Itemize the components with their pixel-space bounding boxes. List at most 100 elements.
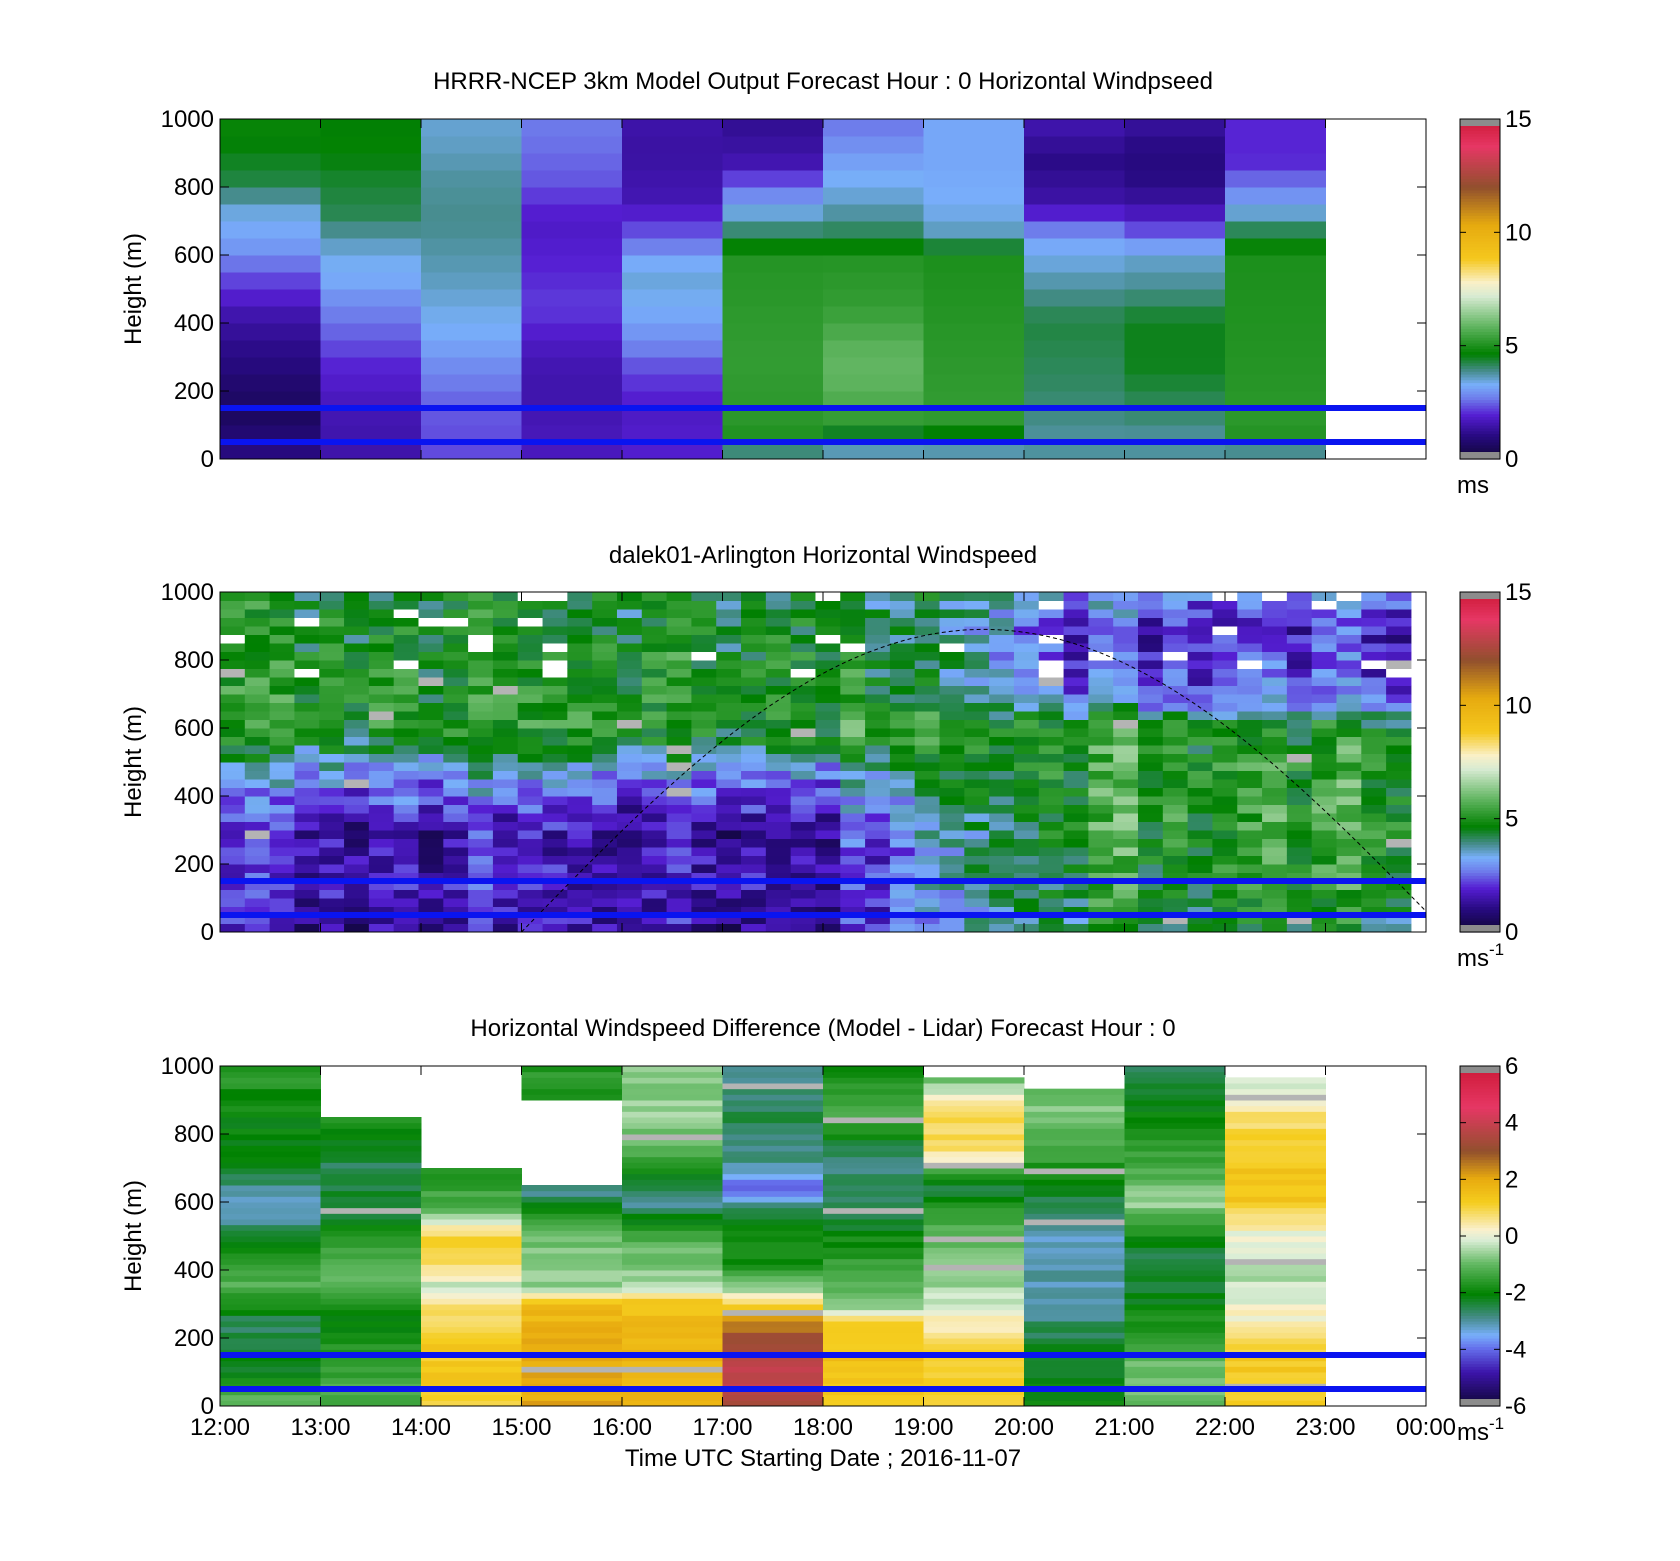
heatmap-cell [622, 1298, 723, 1305]
heatmap-cell [443, 787, 469, 797]
heatmap-cell [1113, 617, 1139, 627]
heatmap-cell [592, 813, 618, 822]
heatmap-cell [722, 1355, 824, 1362]
colorbar-segment [1460, 1080, 1500, 1084]
heatmap-cell [641, 872, 668, 882]
heatmap-cell [468, 906, 494, 916]
colorbar-segment [1460, 342, 1500, 347]
heatmap-cell [1138, 813, 1164, 822]
heatmap-cell [344, 651, 370, 661]
heatmap-cell [1286, 719, 1313, 729]
heatmap-cell [320, 221, 422, 239]
colorbar-segment [1460, 371, 1500, 375]
heatmap-cell [1138, 864, 1164, 873]
heatmap-cell [716, 898, 742, 907]
heatmap-cell [517, 753, 544, 763]
heatmap-cell [666, 847, 692, 856]
heatmap-cell [823, 1343, 924, 1350]
heatmap-cell [492, 685, 519, 695]
heatmap-cell [521, 408, 623, 426]
heatmap-cell [468, 804, 494, 814]
heatmap-cell [1361, 915, 1387, 924]
heatmap-cell [1336, 685, 1362, 695]
colorbar-segment [1460, 263, 1500, 267]
heatmap-cell [741, 864, 767, 873]
heatmap-cell [1063, 643, 1089, 652]
heatmap-cell [914, 719, 941, 729]
heatmap-cell [344, 923, 370, 933]
colorbar-segment [1460, 238, 1500, 242]
heatmap-cell [815, 592, 841, 601]
colorbar-segment [1460, 1340, 1500, 1345]
heatmap-cell [269, 668, 295, 678]
heatmap-cell [393, 762, 419, 771]
heatmap-cell [492, 762, 519, 771]
heatmap-cell [741, 626, 767, 635]
heatmap-cell [1212, 651, 1238, 661]
heatmap-cell [443, 804, 469, 814]
heatmap-cell [622, 1156, 723, 1163]
heatmap-cell [443, 779, 469, 788]
heatmap-cell [790, 898, 816, 907]
heatmap-cell [1024, 1173, 1125, 1180]
heatmap-cell [1225, 1145, 1326, 1152]
heatmap-cell [1225, 1156, 1326, 1163]
heatmap-cell [344, 702, 370, 712]
colorbar-segment [1460, 444, 1500, 449]
heatmap-cell [1187, 830, 1213, 839]
heatmap-cell [517, 906, 544, 916]
heatmap-cell [320, 1156, 422, 1163]
heatmap-cell [492, 872, 519, 882]
heatmap-cell [521, 238, 623, 256]
heatmap-cell [418, 711, 444, 720]
heatmap-cell [418, 813, 444, 822]
heatmap-cell [865, 660, 891, 669]
heatmap-cell [1113, 609, 1139, 618]
heatmap-cell [815, 762, 841, 771]
heatmap-cell [722, 306, 824, 324]
heatmap-cell [765, 728, 792, 737]
heatmap-cell [1225, 391, 1326, 409]
heatmap-cell [220, 617, 246, 627]
heatmap-cell [716, 779, 742, 788]
heatmap-cell [964, 787, 990, 797]
heatmap-cell [567, 813, 593, 822]
heatmap-cell [691, 736, 717, 746]
heatmap-cell [790, 872, 816, 882]
heatmap-cell [468, 796, 494, 805]
heatmap-cell [840, 592, 866, 601]
heatmap-cell [1024, 1117, 1125, 1124]
heatmap-cell [1336, 770, 1362, 780]
heatmap-cell [542, 804, 568, 814]
heatmap-cell [1113, 847, 1139, 856]
heatmap-cell [1225, 1236, 1326, 1243]
heatmap-cell [269, 847, 295, 856]
heatmap-cell [1212, 711, 1238, 720]
colorbar-segment [1460, 422, 1500, 426]
heatmap-cell [923, 1281, 1025, 1288]
colorbar-segment [1460, 1287, 1500, 1291]
heatmap-cell [1124, 1066, 1226, 1073]
heatmap-cell [722, 1326, 824, 1333]
heatmap-cell [923, 1247, 1025, 1254]
heatmap-cell [865, 804, 891, 814]
heatmap-cell [691, 702, 717, 712]
heatmap-cell [765, 864, 792, 873]
heatmap-cell [269, 770, 295, 780]
heatmap-cell [1113, 770, 1139, 780]
heatmap-cell [923, 1309, 1025, 1316]
heatmap-cell [368, 626, 395, 635]
colorbar-segment [1460, 1255, 1500, 1260]
heatmap-cell [823, 1139, 924, 1146]
heatmap-cell [320, 357, 422, 375]
heatmap-cell [269, 830, 295, 839]
heatmap-cell [492, 660, 519, 669]
heatmap-cell [1286, 702, 1313, 712]
heatmap-cell [923, 408, 1025, 426]
heatmap-cell [368, 592, 395, 601]
heatmap-cell [616, 898, 643, 907]
heatmap-cell [244, 617, 271, 627]
heatmap-cell [914, 617, 941, 627]
heatmap-cell [1311, 804, 1337, 814]
heatmap-cell [421, 1213, 522, 1220]
